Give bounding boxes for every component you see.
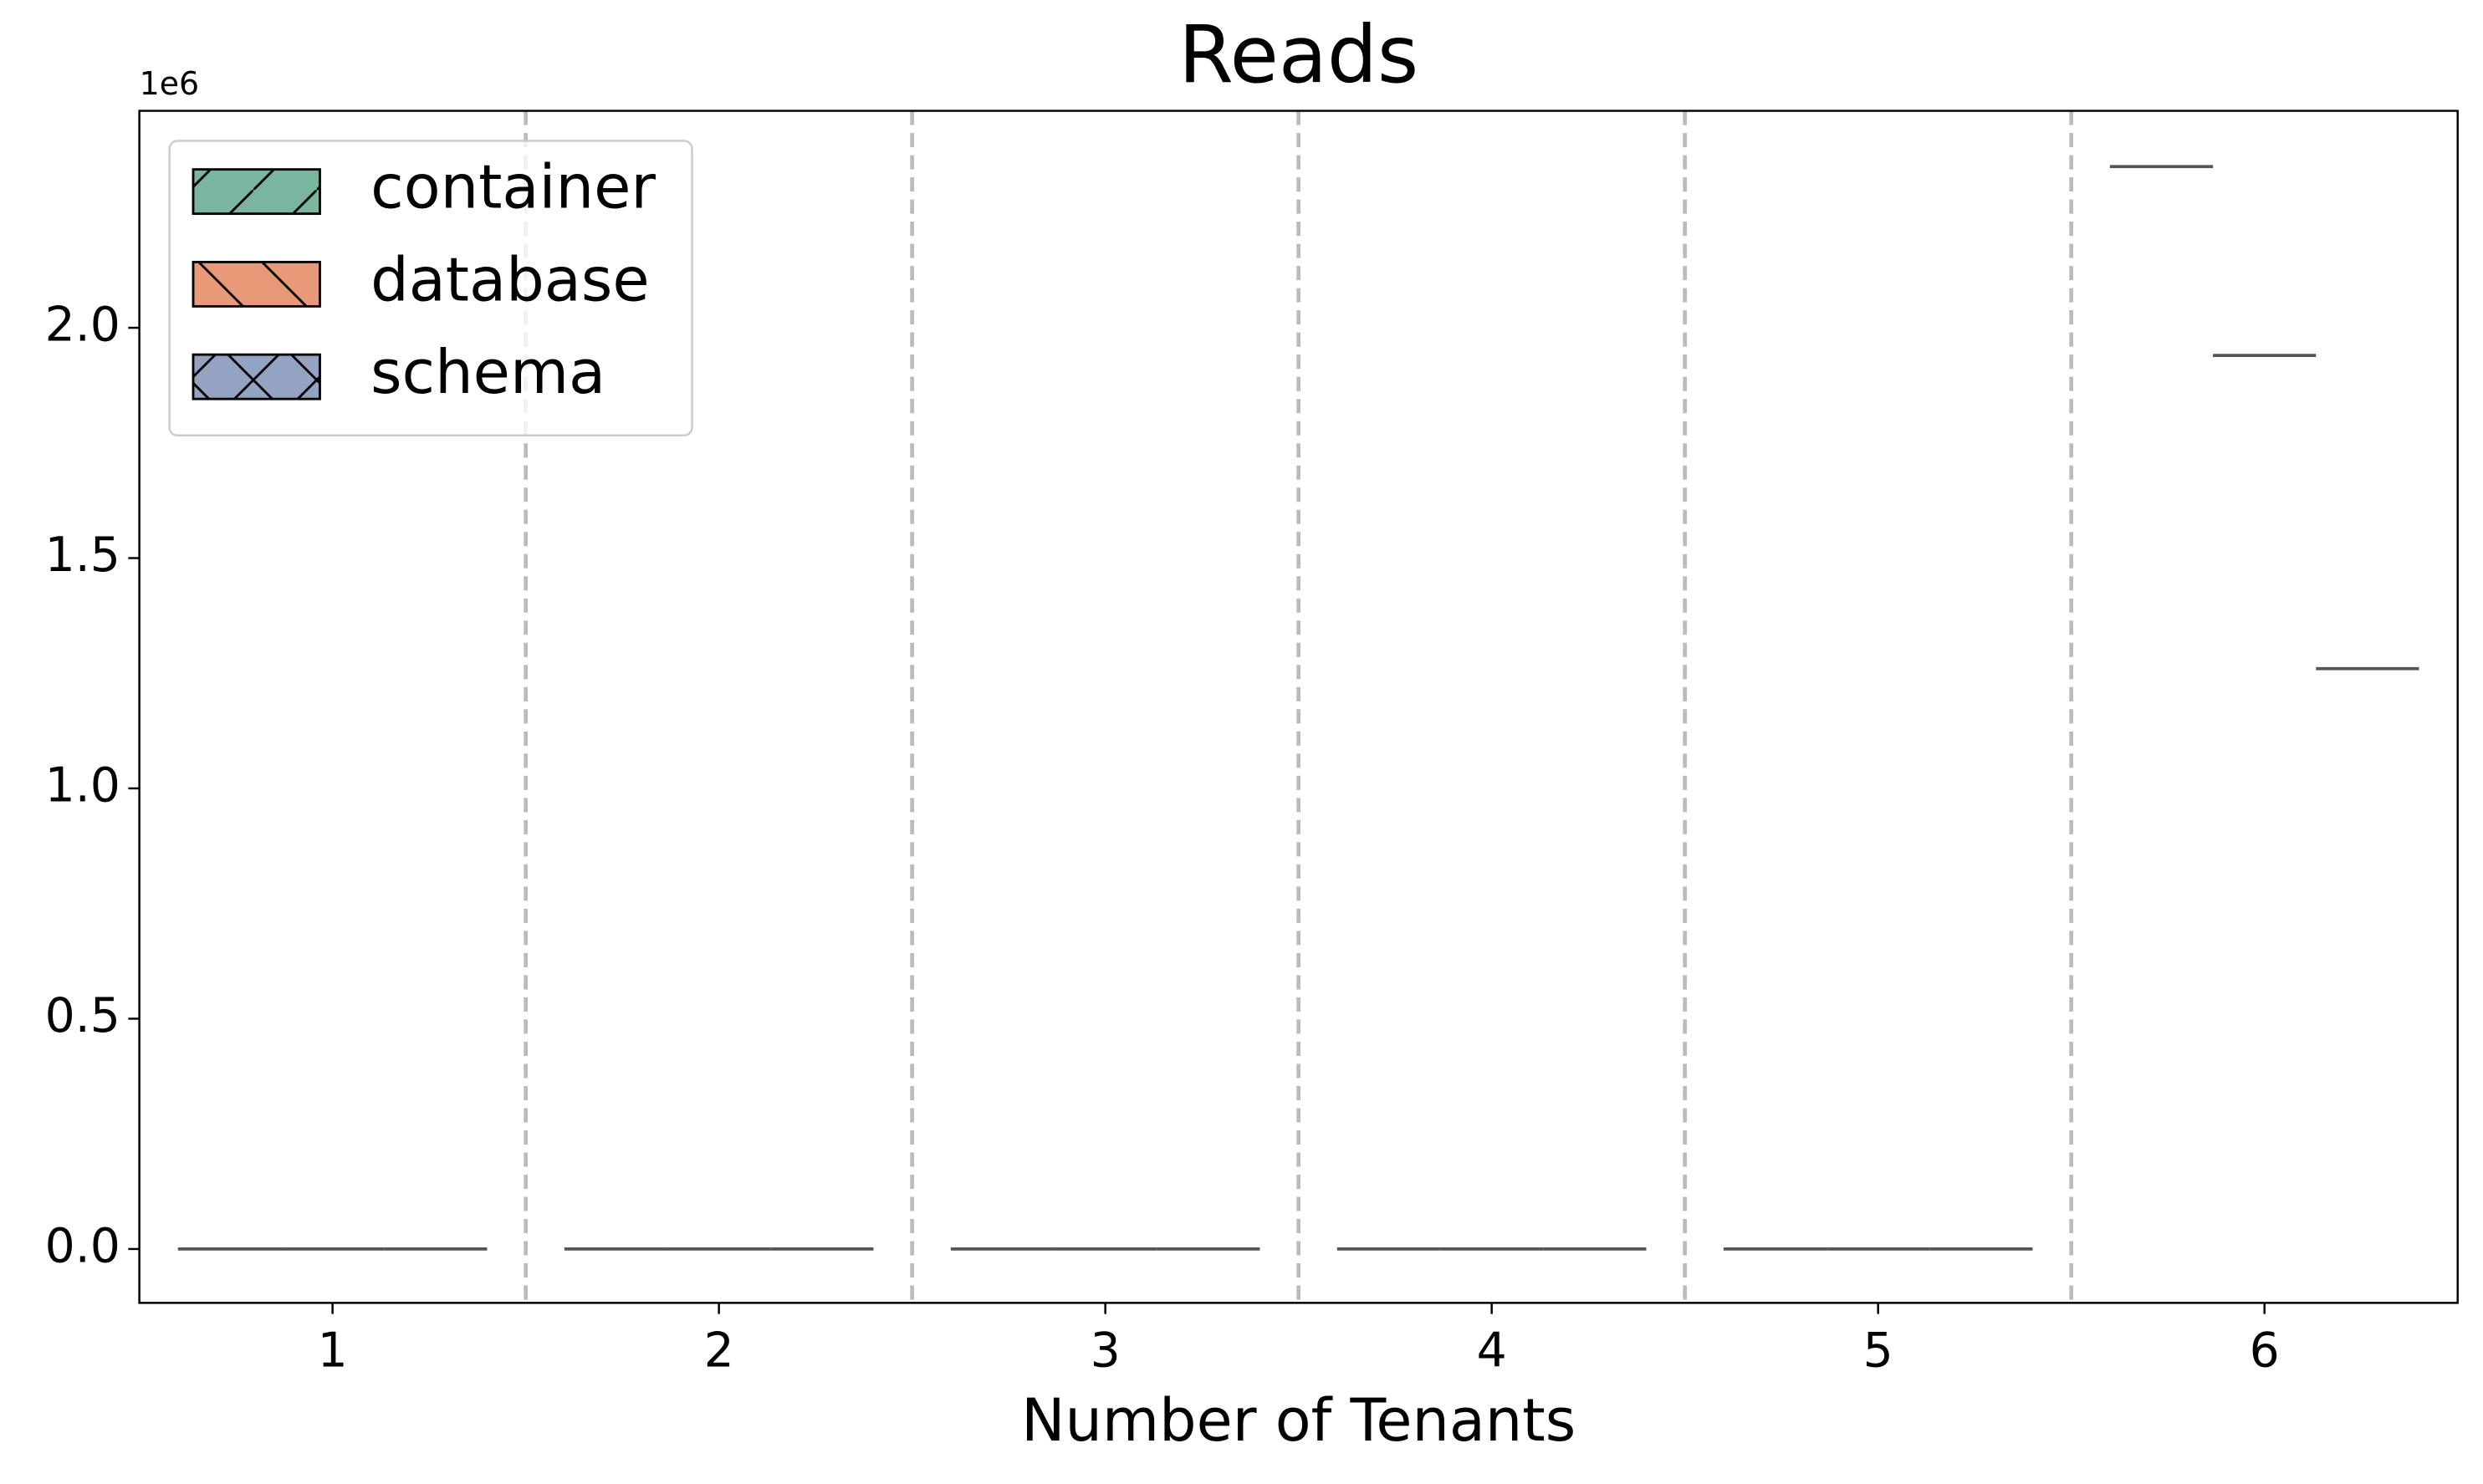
legend-hatch xyxy=(192,260,321,308)
plot-frame xyxy=(138,110,2459,1304)
y-tick-label: 2.0 xyxy=(45,298,120,353)
legend-label: container xyxy=(370,152,656,222)
y-tick-label: 1.0 xyxy=(45,758,120,813)
x-tick-label: 2 xyxy=(704,1323,734,1379)
x-tick-label: 4 xyxy=(1477,1323,1507,1379)
x-tick-label: 3 xyxy=(1091,1323,1121,1379)
x-tick-label: 1 xyxy=(318,1323,348,1379)
x-tick-label: 5 xyxy=(1863,1323,1893,1379)
chart-title: Reads xyxy=(1178,9,1418,101)
legend-label: schema xyxy=(370,337,605,407)
x-tick-label: 6 xyxy=(2250,1323,2280,1379)
legend-label: database xyxy=(370,244,650,314)
y-tick-label: 0.5 xyxy=(45,988,120,1043)
y-tick-label: 1.5 xyxy=(45,528,120,583)
x-axis-label: Number of Tenants xyxy=(1021,1386,1576,1455)
legend-hatch xyxy=(192,353,321,400)
legend-hatch xyxy=(192,168,321,216)
y-tick-label: 0.0 xyxy=(45,1219,120,1274)
y-offset-label: 1e6 xyxy=(140,65,199,102)
